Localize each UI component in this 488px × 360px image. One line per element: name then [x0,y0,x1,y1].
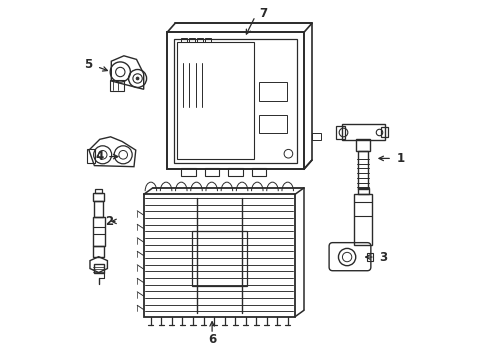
Bar [381,127,387,137]
Text: 2: 2 [105,215,113,228]
Bar [197,38,203,42]
Bar [93,193,104,201]
Text: 1: 1 [396,152,404,165]
Bar [87,149,95,163]
Bar [181,38,186,42]
Bar [259,115,286,134]
Text: 6: 6 [207,333,216,346]
Bar [181,168,196,176]
Bar [311,133,320,140]
Bar [355,139,370,151]
Text: 5: 5 [84,58,92,71]
Bar [93,246,104,257]
Circle shape [136,77,139,80]
Bar [251,168,265,176]
Bar [95,189,102,193]
Bar [357,188,368,194]
Bar [177,42,253,159]
Bar [354,194,371,245]
Bar [110,80,123,91]
Bar [94,201,103,217]
Bar [143,194,294,317]
Bar [341,124,384,140]
Bar [173,39,297,163]
Bar [259,82,286,101]
Bar [192,231,246,286]
Text: 7: 7 [258,7,266,20]
Bar [94,264,103,273]
Bar [204,168,219,176]
Bar [189,38,194,42]
Bar [92,217,104,246]
Text: 3: 3 [379,251,387,264]
Bar [205,38,210,42]
Bar [336,126,345,139]
Bar [366,253,372,261]
Text: 4: 4 [95,150,103,163]
Bar [228,168,242,176]
Bar [358,151,367,189]
Bar [167,32,303,169]
